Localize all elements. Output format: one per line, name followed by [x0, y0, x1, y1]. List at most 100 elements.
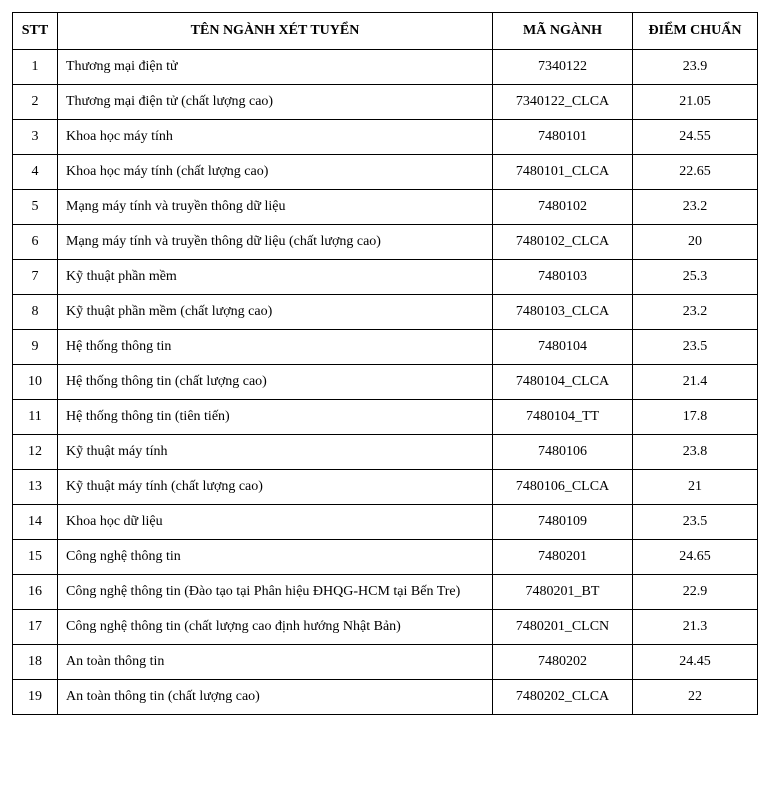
- cell-code: 7480101_CLCA: [493, 155, 633, 190]
- cell-stt: 17: [13, 610, 58, 645]
- cell-code: 7480109: [493, 505, 633, 540]
- cell-score: 24.45: [633, 645, 758, 680]
- cell-code: 7480202_CLCA: [493, 680, 633, 715]
- cell-code: 7480102: [493, 190, 633, 225]
- cell-score: 23.2: [633, 190, 758, 225]
- cell-name: An toàn thông tin: [58, 645, 493, 680]
- cell-code: 7480202: [493, 645, 633, 680]
- cell-name: Công nghệ thông tin: [58, 540, 493, 575]
- table-row: 8Kỹ thuật phần mềm (chất lượng cao)74801…: [13, 295, 758, 330]
- cell-code: 7480101: [493, 120, 633, 155]
- cell-code: 7480103: [493, 260, 633, 295]
- cell-stt: 6: [13, 225, 58, 260]
- cell-name: Khoa học máy tính: [58, 120, 493, 155]
- cell-score: 21.05: [633, 85, 758, 120]
- table-row: 14Khoa học dữ liệu748010923.5: [13, 505, 758, 540]
- header-score: ĐIỂM CHUẨN: [633, 13, 758, 50]
- cell-code: 7480103_CLCA: [493, 295, 633, 330]
- cell-score: 17.8: [633, 400, 758, 435]
- cell-name: Thương mại điện tử (chất lượng cao): [58, 85, 493, 120]
- cell-name: Hệ thống thông tin (tiên tiến): [58, 400, 493, 435]
- cell-stt: 10: [13, 365, 58, 400]
- cell-score: 24.65: [633, 540, 758, 575]
- table-row: 10Hệ thống thông tin (chất lượng cao)748…: [13, 365, 758, 400]
- header-row: STT TÊN NGÀNH XÉT TUYỂN MÃ NGÀNH ĐIỂM CH…: [13, 13, 758, 50]
- table-row: 2Thương mại điện tử (chất lượng cao)7340…: [13, 85, 758, 120]
- table-row: 7Kỹ thuật phần mềm748010325.3: [13, 260, 758, 295]
- cell-name: Khoa học dữ liệu: [58, 505, 493, 540]
- cell-score: 22.65: [633, 155, 758, 190]
- cell-stt: 9: [13, 330, 58, 365]
- table-row: 16Công nghệ thông tin (Đào tạo tại Phân …: [13, 575, 758, 610]
- cell-name: Kỹ thuật phần mềm (chất lượng cao): [58, 295, 493, 330]
- table-row: 4Khoa học máy tính (chất lượng cao)74801…: [13, 155, 758, 190]
- table-body: 1Thương mại điện tử734012223.92Thương mạ…: [13, 50, 758, 715]
- cell-stt: 2: [13, 85, 58, 120]
- table-row: 3Khoa học máy tính748010124.55: [13, 120, 758, 155]
- cell-name: Thương mại điện tử: [58, 50, 493, 85]
- cell-stt: 11: [13, 400, 58, 435]
- cell-code: 7340122_CLCA: [493, 85, 633, 120]
- header-stt: STT: [13, 13, 58, 50]
- cell-name: Kỹ thuật máy tính: [58, 435, 493, 470]
- table-row: 1Thương mại điện tử734012223.9: [13, 50, 758, 85]
- cell-score: 22: [633, 680, 758, 715]
- cell-score: 21: [633, 470, 758, 505]
- cell-score: 23.2: [633, 295, 758, 330]
- cell-stt: 1: [13, 50, 58, 85]
- cell-name: Hệ thống thông tin (chất lượng cao): [58, 365, 493, 400]
- header-code: MÃ NGÀNH: [493, 13, 633, 50]
- cell-score: 20: [633, 225, 758, 260]
- cell-score: 23.5: [633, 330, 758, 365]
- cell-name: Mạng máy tính và truyền thông dữ liệu: [58, 190, 493, 225]
- cell-stt: 4: [13, 155, 58, 190]
- cell-name: Kỹ thuật phần mềm: [58, 260, 493, 295]
- cell-score: 23.9: [633, 50, 758, 85]
- cell-code: 7340122: [493, 50, 633, 85]
- cell-stt: 7: [13, 260, 58, 295]
- cell-stt: 8: [13, 295, 58, 330]
- cell-stt: 16: [13, 575, 58, 610]
- table-row: 19An toàn thông tin (chất lượng cao)7480…: [13, 680, 758, 715]
- cell-score: 22.9: [633, 575, 758, 610]
- cell-name: Khoa học máy tính (chất lượng cao): [58, 155, 493, 190]
- cell-name: An toàn thông tin (chất lượng cao): [58, 680, 493, 715]
- table-row: 13Kỹ thuật máy tính (chất lượng cao)7480…: [13, 470, 758, 505]
- header-name: TÊN NGÀNH XÉT TUYỂN: [58, 13, 493, 50]
- cell-stt: 13: [13, 470, 58, 505]
- table-row: 15Công nghệ thông tin748020124.65: [13, 540, 758, 575]
- table-row: 6Mạng máy tính và truyền thông dữ liệu (…: [13, 225, 758, 260]
- cell-stt: 18: [13, 645, 58, 680]
- cell-name: Công nghệ thông tin (Đào tạo tại Phân hi…: [58, 575, 493, 610]
- cell-stt: 3: [13, 120, 58, 155]
- cell-name: Công nghệ thông tin (chất lượng cao định…: [58, 610, 493, 645]
- cell-score: 23.5: [633, 505, 758, 540]
- cell-code: 7480201: [493, 540, 633, 575]
- table-row: 18An toàn thông tin748020224.45: [13, 645, 758, 680]
- cell-name: Hệ thống thông tin: [58, 330, 493, 365]
- cell-score: 24.55: [633, 120, 758, 155]
- cell-stt: 14: [13, 505, 58, 540]
- cell-code: 7480201_BT: [493, 575, 633, 610]
- admission-scores-table: STT TÊN NGÀNH XÉT TUYỂN MÃ NGÀNH ĐIỂM CH…: [12, 12, 758, 715]
- table-header: STT TÊN NGÀNH XÉT TUYỂN MÃ NGÀNH ĐIỂM CH…: [13, 13, 758, 50]
- cell-stt: 5: [13, 190, 58, 225]
- cell-score: 25.3: [633, 260, 758, 295]
- cell-stt: 12: [13, 435, 58, 470]
- cell-code: 7480106: [493, 435, 633, 470]
- table-row: 5Mạng máy tính và truyền thông dữ liệu74…: [13, 190, 758, 225]
- table-row: 17Công nghệ thông tin (chất lượng cao đị…: [13, 610, 758, 645]
- cell-code: 7480104_TT: [493, 400, 633, 435]
- cell-name: Kỹ thuật máy tính (chất lượng cao): [58, 470, 493, 505]
- cell-code: 7480104_CLCA: [493, 365, 633, 400]
- cell-code: 7480102_CLCA: [493, 225, 633, 260]
- table-row: 9Hệ thống thông tin748010423.5: [13, 330, 758, 365]
- table-row: 11Hệ thống thông tin (tiên tiến)7480104_…: [13, 400, 758, 435]
- cell-score: 23.8: [633, 435, 758, 470]
- cell-code: 7480106_CLCA: [493, 470, 633, 505]
- cell-name: Mạng máy tính và truyền thông dữ liệu (c…: [58, 225, 493, 260]
- cell-code: 7480201_CLCN: [493, 610, 633, 645]
- table-row: 12Kỹ thuật máy tính748010623.8: [13, 435, 758, 470]
- cell-score: 21.4: [633, 365, 758, 400]
- cell-stt: 19: [13, 680, 58, 715]
